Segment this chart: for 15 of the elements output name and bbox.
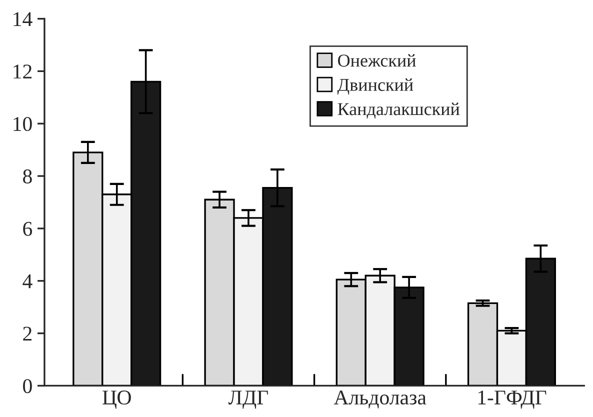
legend-label: Кандалакшский [338,102,460,119]
x-tick-label: 1-ГФДГ [478,390,546,409]
y-tick-label: 4 [22,274,32,288]
x-tick-label: Альдолаза [334,390,426,408]
y-tick-label: 6 [23,222,32,236]
y-tick-label: 10 [14,116,32,132]
x-tick-label: ЛДГ [228,390,268,409]
y-tick-label: 2 [23,326,32,341]
x-tick-label: ЦО [102,390,131,409]
y-tick-label: 14 [14,12,32,26]
legend-label: Двинский [337,78,414,95]
y-tick-label: 8 [23,169,32,184]
y-tick-label: 0 [23,379,32,394]
legend-label: Онежский [338,54,416,67]
y-tick-label: 12 [14,64,32,78]
